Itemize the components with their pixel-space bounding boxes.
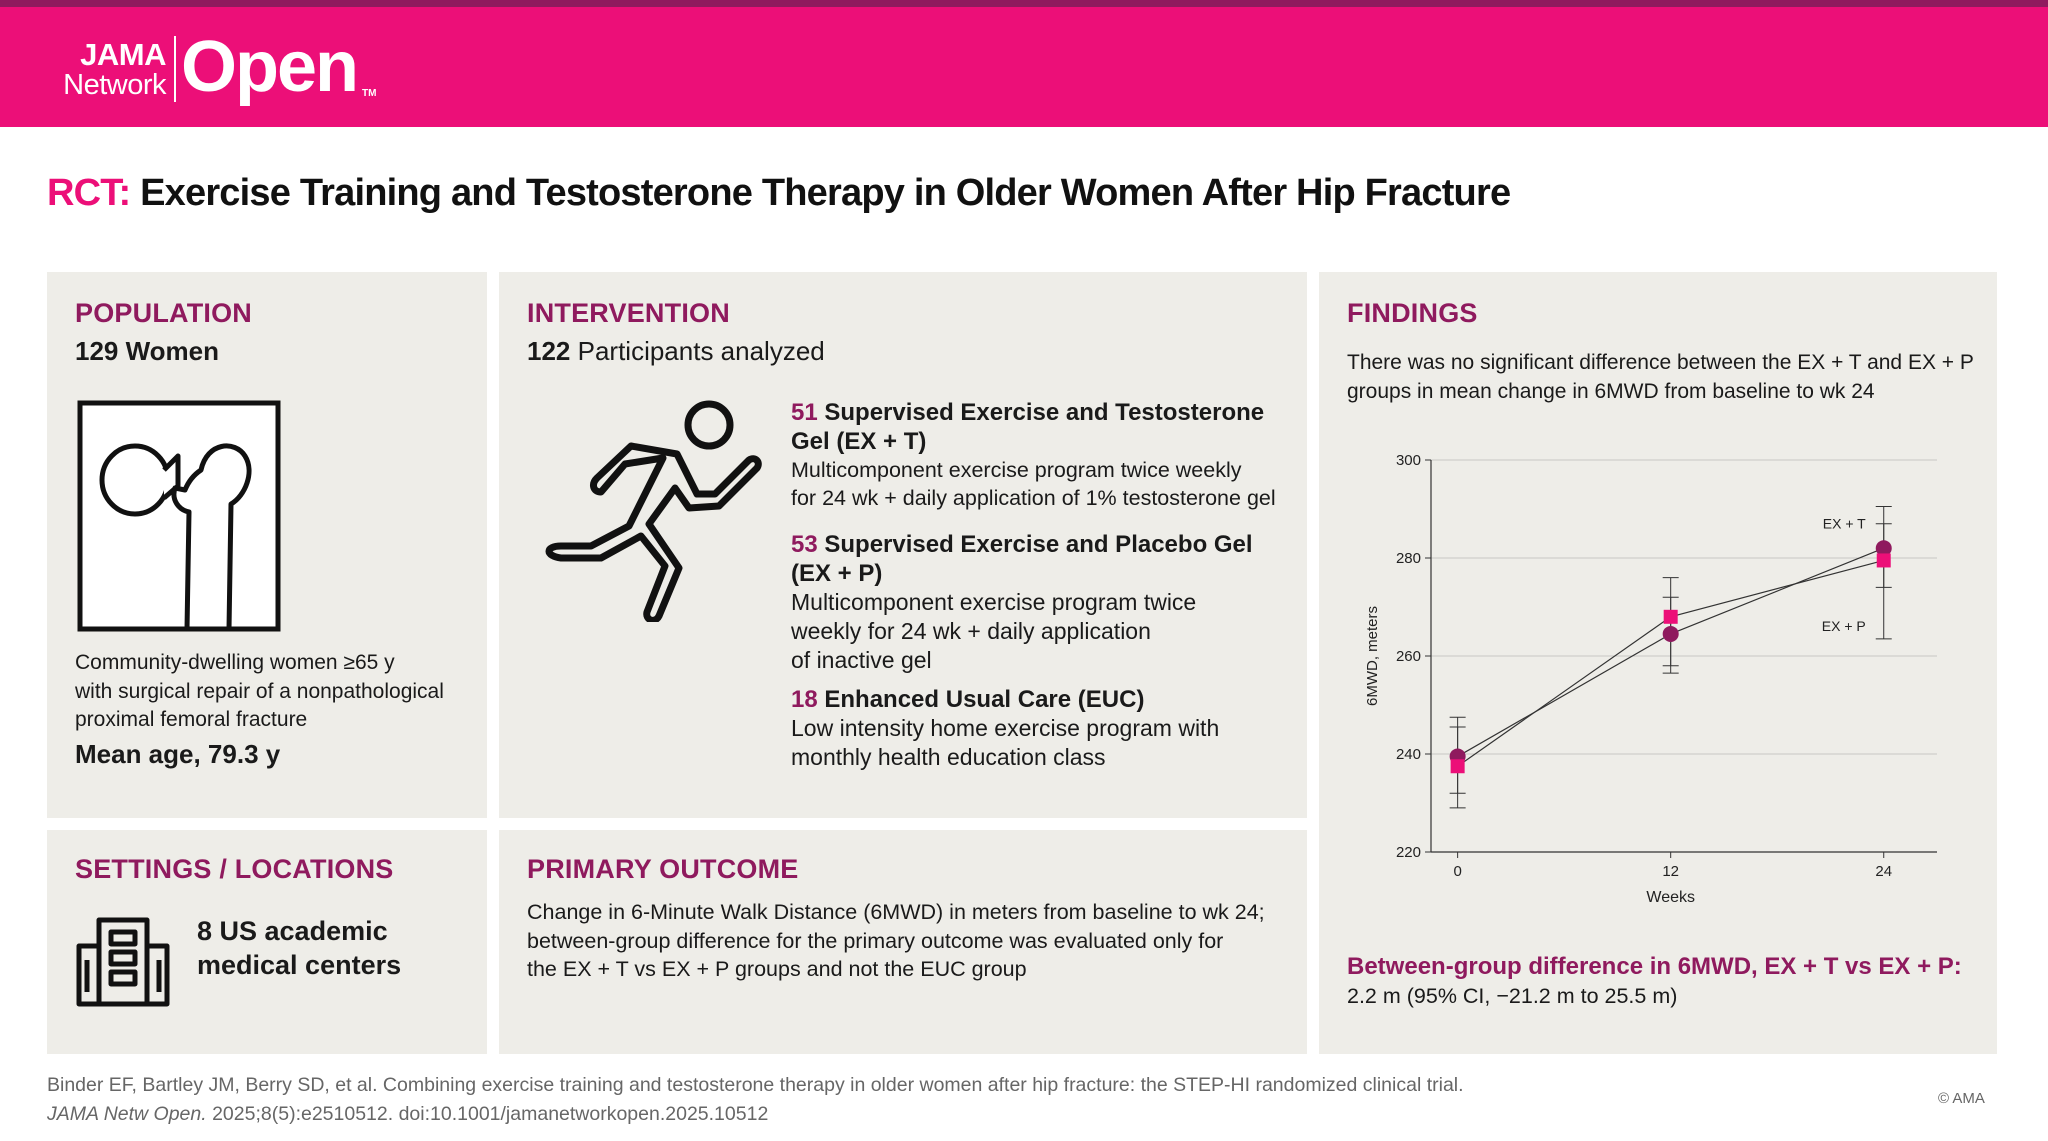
data-point-ex-t (1875, 540, 1892, 557)
series-label-ex-t: EX + T (1823, 516, 1866, 532)
y-axis-label: 6MWD, meters (1364, 606, 1381, 706)
6mwd-line-chart: 220 240 260 280 300 0 12 24 Weeks 6MWD, meters EX … (1364, 452, 1937, 906)
hip-bone-icon (77, 400, 281, 632)
copyright: © AMA (1938, 1090, 1985, 1107)
intervention-analyzed: 122 Participants analyzed (527, 336, 825, 366)
population-description: Community-dwelling women ≥65 y with surg… (75, 651, 444, 731)
logo-jama-text: JAMA (80, 37, 166, 72)
y-tick-label: 300 (1396, 452, 1421, 469)
settings-panel: SETTINGS / LOCATIONS 8 US academic medic… (47, 830, 487, 1054)
group-exercise-testosterone: 51 Supervised Exercise and Testosterone … (791, 399, 1276, 510)
between-group-value: 2.2 m (95% CI, −21.2 m to 25.5 m) (1347, 984, 1678, 1008)
running-person-icon (545, 400, 762, 622)
title-text: Exercise Training and Testosterone Thera… (140, 172, 1511, 214)
population-mean-age: Mean age, 79.3 y (75, 739, 281, 769)
settings-text: 8 US academic medical centers (197, 916, 402, 980)
x-axis-label: Weeks (1646, 889, 1695, 906)
x-tick-label: 24 (1875, 863, 1892, 880)
y-tick-label: 240 (1396, 746, 1421, 763)
data-point-ex-t (1662, 625, 1679, 642)
page-title: RCT: Exercise Training and Testosterone … (47, 172, 1511, 215)
citation: Binder EF, Bartley JM, Berry SD, et al. … (47, 1074, 1464, 1125)
outcome-heading: PRIMARY OUTCOME (527, 854, 799, 884)
data-point-ex-p (1663, 609, 1678, 624)
group-enhanced-usual-care: 18 Enhanced Usual Care (EUC) Low intensi… (791, 686, 1220, 770)
y-tick-label: 280 (1396, 550, 1421, 567)
outcome-text: Change in 6-Minute Walk Distance (6MWD) … (527, 900, 1265, 981)
logo-open-text: Open (181, 27, 359, 107)
title-prefix: RCT: (47, 172, 131, 214)
population-heading: POPULATION (75, 298, 252, 328)
findings-heading: FINDINGS (1347, 298, 1478, 328)
intervention-heading: INTERVENTION (527, 298, 730, 328)
data-point-ex-p (1876, 553, 1891, 568)
series-label-ex-p: EX + P (1822, 618, 1866, 634)
population-panel: POPULATION 129 Women Community-dwelling … (47, 272, 487, 818)
top-accent-line (0, 0, 2048, 7)
y-tick-label: 220 (1396, 844, 1421, 861)
logo-trademark: TM (362, 88, 377, 99)
y-tick-label: 260 (1396, 648, 1421, 665)
building-icon (76, 917, 170, 1007)
data-point-ex-p (1450, 759, 1465, 774)
population-count: 129 Women (75, 336, 220, 366)
logo-network-text: Network (63, 69, 166, 101)
x-tick-label: 12 (1662, 863, 1679, 880)
primary-outcome-panel: PRIMARY OUTCOME Change in 6-Minute Walk … (499, 830, 1307, 1054)
x-tick-label: 0 (1453, 863, 1461, 880)
findings-panel: FINDINGS There was no significant differ… (1319, 272, 1997, 1054)
settings-heading: SETTINGS / LOCATIONS (75, 854, 394, 884)
group-exercise-placebo: 53 Supervised Exercise and Placebo Gel (… (791, 531, 1253, 673)
between-group-heading: Between-group difference in 6MWD, EX + T… (1347, 953, 1962, 980)
findings-text: There was no significant difference betw… (1347, 351, 1974, 403)
header-bar: JAMA Network Open TM (0, 7, 2048, 127)
logo-divider (174, 36, 176, 102)
intervention-panel: INTERVENTION 122 Participants analyzed 5… (499, 272, 1307, 818)
